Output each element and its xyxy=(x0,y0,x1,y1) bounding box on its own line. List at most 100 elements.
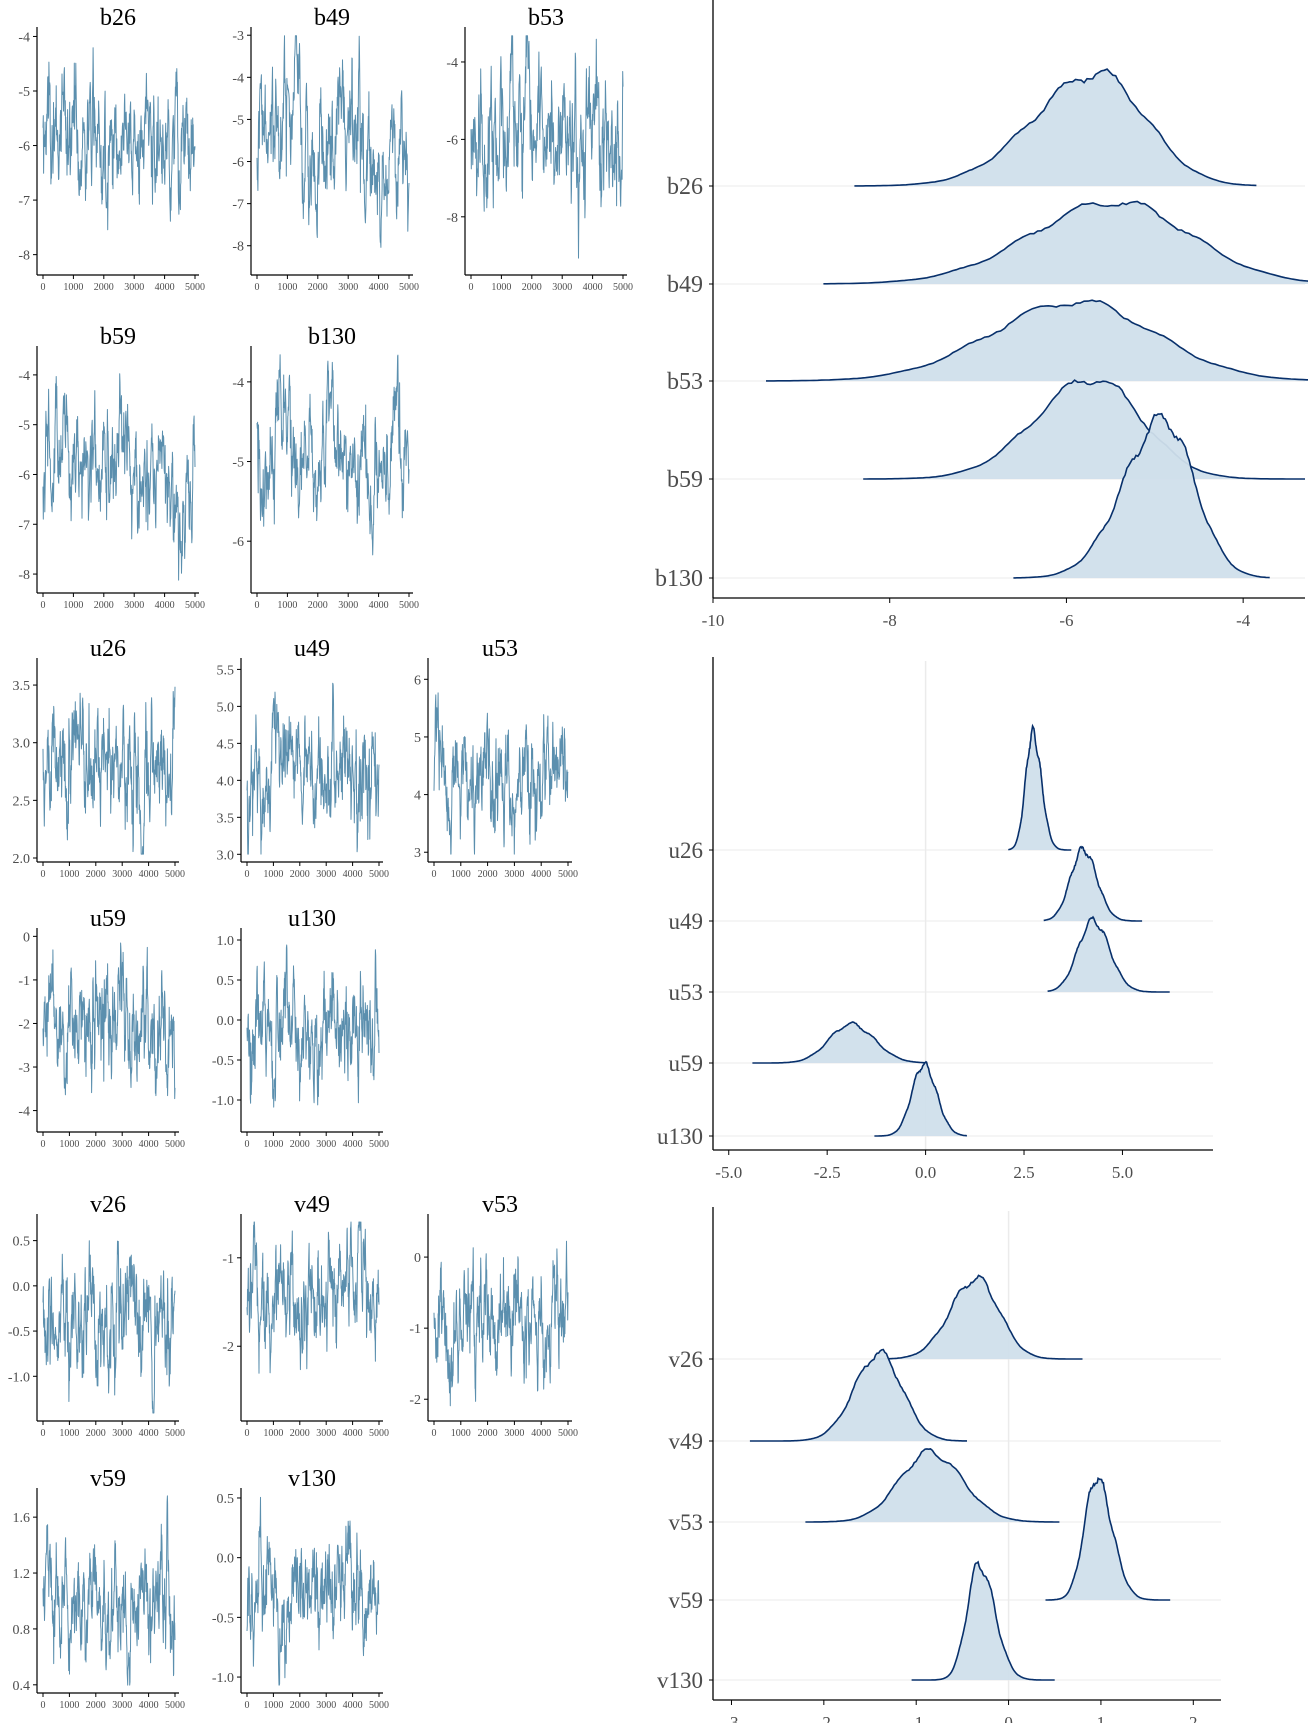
x-tick-label: 1000 xyxy=(277,600,297,611)
x-tick-label: 1000 xyxy=(263,1428,283,1439)
x-tick-label: 0 xyxy=(41,869,46,880)
y-tick-label: -6 xyxy=(232,535,244,550)
density-fill-v26 xyxy=(874,1275,1083,1359)
trace-panel-u26: u26 2.0 2.5 3.0 3.5 0 1000 2000 3000 4000 5000 xyxy=(13,636,186,880)
x-tick-label: 2000 xyxy=(290,869,310,880)
x-tick-label: 3000 xyxy=(316,869,336,880)
x-tick-label: 0 xyxy=(41,600,46,611)
y-tick-label: -4 xyxy=(232,71,244,86)
x-tick-label: 4000 xyxy=(343,1139,363,1150)
x-tick-label: 5000 xyxy=(165,1700,185,1711)
y-tick-label: -7 xyxy=(18,194,30,209)
y-tick-label: 3 xyxy=(414,846,421,861)
row-label-b26: b26 xyxy=(667,174,703,200)
x-tick-label: 4000 xyxy=(343,869,363,880)
trace-panel-v26: v26 0.5 0.0 -0.5 -1.0 0 1000 2000 3000 4000 5000 xyxy=(8,1192,185,1439)
y-tick-label: -0.5 xyxy=(212,1054,234,1069)
x-tick-label: 5000 xyxy=(165,1428,185,1439)
y-tick-label: 2.0 xyxy=(13,852,31,867)
y-tick-label: -2 xyxy=(409,1393,421,1408)
density-fill-b49 xyxy=(823,201,1308,284)
x-tick-label: 1000 xyxy=(451,869,471,880)
x-tick-label: 5000 xyxy=(369,869,389,880)
x-tick-label: 2000 xyxy=(86,869,106,880)
x-tick-label: 0 xyxy=(255,600,260,611)
x-tick-label: 4000 xyxy=(139,1700,159,1711)
trace-line xyxy=(42,942,176,1100)
density-fill-v53 xyxy=(805,1448,1060,1522)
trace-line xyxy=(246,1221,380,1374)
x-tick-label: 1000 xyxy=(263,869,283,880)
y-tick-label: -5 xyxy=(18,85,30,100)
trace-line xyxy=(433,692,569,855)
trace-title: b49 xyxy=(314,5,350,31)
y-tick-label: 5 xyxy=(414,731,421,746)
x-tick-label: 0 xyxy=(432,869,437,880)
x-tick-label: 3000 xyxy=(504,1428,524,1439)
x-tick-label: 2000 xyxy=(290,1139,310,1150)
y-tick-label: -6 xyxy=(232,156,244,171)
y-tick-label: -1 xyxy=(409,1322,421,1337)
y-tick-label: -3 xyxy=(232,29,244,44)
row-label-b53: b53 xyxy=(667,369,703,395)
y-tick-label: -1.0 xyxy=(212,1671,234,1686)
trace-panel-v130: v130 0.5 0.0 -0.5 -1.0 0 1000 2000 3000 4000 5000 xyxy=(212,1466,389,1711)
x-tick-label: 1000 xyxy=(63,282,83,293)
x-tick-label: 1000 xyxy=(491,282,511,293)
density-fill-v49 xyxy=(749,1349,967,1441)
trace-line xyxy=(42,686,176,855)
x-tick-label: 0 xyxy=(245,869,250,880)
density-ridge-u: u26 u49 u53 u59 u130 -5.0 -2.5 0.0 2.5 5.0 xyxy=(657,657,1213,1182)
x-tick-label: 5000 xyxy=(369,1428,389,1439)
x-tick-label: -10 xyxy=(702,611,725,630)
y-tick-label: 1.2 xyxy=(13,1567,31,1582)
x-tick-label: 2000 xyxy=(522,282,542,293)
y-tick-label: 3.0 xyxy=(217,848,235,863)
y-tick-label: -2 xyxy=(18,1017,30,1032)
y-tick-label: 4.5 xyxy=(217,737,235,752)
x-tick-label: 0 xyxy=(245,1428,250,1439)
x-tick-label: 4000 xyxy=(343,1428,363,1439)
trace-title: v130 xyxy=(288,1466,336,1492)
density-line-v53 xyxy=(805,1448,1060,1523)
x-tick-label: 0 xyxy=(41,1428,46,1439)
trace-title: u59 xyxy=(90,906,126,932)
y-tick-label: -4 xyxy=(18,369,30,384)
density-line-v49 xyxy=(749,1348,967,1442)
x-tick-label: 1000 xyxy=(59,869,79,880)
x-tick-label: 0.0 xyxy=(915,1163,936,1182)
y-tick-label: -6 xyxy=(18,140,30,155)
x-tick-label: 2000 xyxy=(94,282,114,293)
x-tick-label: 5000 xyxy=(165,1139,185,1150)
trace-line xyxy=(256,35,410,248)
y-tick-label: 3.5 xyxy=(13,679,31,694)
x-tick-label: 2000 xyxy=(290,1428,310,1439)
y-tick-label: -7 xyxy=(232,198,244,213)
x-tick-label: 1 xyxy=(1097,1713,1106,1723)
y-tick-label: -1.0 xyxy=(212,1094,234,1109)
x-tick-label: 2000 xyxy=(478,1428,498,1439)
trace-panel-b59: b59 -4 -5 -6 -7 -8 0 1000 2000 3000 4000 5000 xyxy=(18,324,205,611)
x-tick-label: 5000 xyxy=(558,869,578,880)
x-tick-label: -6 xyxy=(1059,611,1073,630)
x-tick-label: 5000 xyxy=(369,1700,389,1711)
trace-title: u130 xyxy=(288,906,336,932)
density-fill-u59 xyxy=(752,1022,926,1063)
y-tick-label: -4 xyxy=(18,1105,30,1120)
x-tick-label: 4000 xyxy=(139,1428,159,1439)
y-tick-label: -5 xyxy=(232,456,244,471)
x-tick-label: 0 xyxy=(245,1700,250,1711)
x-tick-label: 1000 xyxy=(59,1700,79,1711)
trace-panel-u53: u53 3 4 5 6 0 1000 2000 3000 4000 5000 xyxy=(414,636,578,880)
x-tick-label: 3000 xyxy=(316,1428,336,1439)
x-tick-label: 5.0 xyxy=(1112,1163,1133,1182)
x-tick-label: 5000 xyxy=(165,869,185,880)
x-tick-label: 2000 xyxy=(86,1428,106,1439)
y-tick-label: 5.0 xyxy=(217,700,235,715)
x-tick-label: 0 xyxy=(1004,1713,1013,1723)
density-fill-v130 xyxy=(911,1562,1055,1680)
x-tick-label: 3000 xyxy=(316,1700,336,1711)
density-line-b130 xyxy=(1013,412,1270,579)
x-tick-label: 3000 xyxy=(112,1139,132,1150)
trace-line xyxy=(42,373,196,581)
